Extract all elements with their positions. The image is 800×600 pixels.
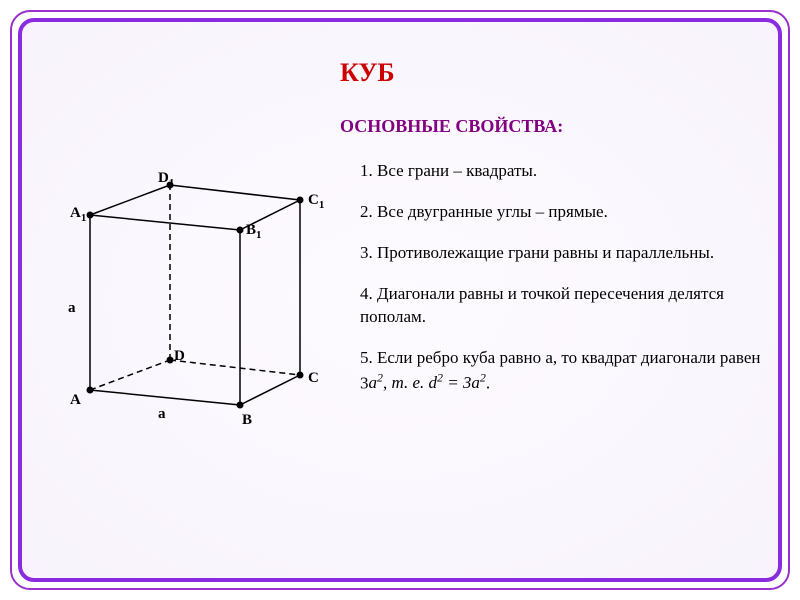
title: КУБ — [340, 58, 395, 88]
vertex-label-D: D — [174, 348, 185, 365]
vertex-label-A: A — [70, 392, 81, 409]
subtitle: ОСНОВНЫЕ СВОЙСТВА: — [340, 116, 563, 137]
vertex-label-B: B — [242, 412, 252, 429]
prop-5: 5. Если ребро куба равно а, то квадрат д… — [360, 347, 770, 396]
vertex-label-A1: A1 — [70, 205, 86, 224]
cube-svg — [50, 160, 330, 440]
vertex-label-B1: B1 — [246, 222, 262, 241]
content: КУБ ОСНОВНЫЕ СВОЙСТВА: 1. Все грани – кв… — [30, 30, 770, 570]
edge-label-1: a — [158, 406, 166, 423]
vertex-label-C: C — [308, 370, 319, 387]
prop-3: 3. Противолежащие грани равны и параллел… — [360, 242, 770, 265]
vertex-label-D1: D1 — [158, 170, 174, 189]
properties-list: 1. Все грани – квадраты. 2. Все двугранн… — [360, 160, 770, 413]
cube-diagram: A B C D A1 B1 C1 D1 a a — [50, 160, 330, 440]
vertex-label-C1: C1 — [308, 192, 324, 211]
edge-label-0: a — [68, 300, 76, 317]
prop-4: 4. Диагонали равны и точкой пересечения … — [360, 283, 770, 329]
prop-1: 1. Все грани – квадраты. — [360, 160, 770, 183]
prop-2: 2. Все двугранные углы – прямые. — [360, 201, 770, 224]
